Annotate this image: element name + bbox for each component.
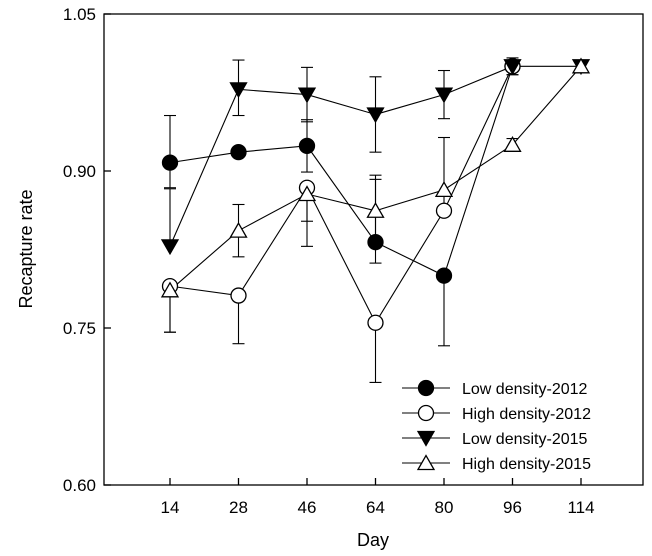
data-point [366,107,385,124]
data-point [230,287,247,304]
data-point [298,137,316,155]
data-point [229,82,248,99]
legend-label: High density-2015 [462,456,591,473]
x-tick-label: 46 [298,498,317,517]
plot-frame [103,13,644,486]
y-tick-label: 0.90 [63,162,96,181]
data-point [366,201,385,218]
y-axis-title: Recapture rate [16,189,36,308]
x-tick-label: 114 [567,498,594,517]
legend-label: High density-2012 [462,406,591,423]
x-tick-label: 64 [366,498,385,517]
data-point [503,59,522,76]
data-point [435,202,453,219]
data-point [503,136,522,152]
legend-label: Low density-2015 [462,431,588,448]
y-tick-label: 1.05 [63,5,96,24]
data-point [297,185,317,202]
axis-ticks: 0.60 0.75 0.90 1.05 14 28 46 64 80 96 114 [63,5,595,517]
legend-marker [417,379,435,397]
data-point [367,234,384,251]
data-point [367,314,384,331]
y-tick-label: 0.60 [63,476,96,495]
data-point [160,239,180,256]
data-point [434,87,454,104]
data-point [229,221,248,238]
data-markers [160,57,591,331]
data-point [434,181,454,197]
legend-marker [416,454,436,471]
x-tick-label: 80 [435,498,454,517]
data-point [297,87,317,104]
series-line [169,66,514,277]
data-point [161,154,179,171]
legend-marker [416,430,436,447]
x-tick-label: 28 [229,498,248,517]
x-tick-label: 14 [161,498,180,517]
data-point [230,144,247,161]
legend: Low density-2012 High density-2012 Low den… [402,379,591,473]
legend-marker [417,404,435,422]
series-line [169,66,513,324]
x-axis-title: Day [357,530,389,550]
x-tick-label: 96 [503,498,522,517]
data-point [571,57,591,74]
legend-label: Low density-2012 [462,381,588,398]
data-point [160,281,180,298]
y-tick-label: 0.75 [63,319,96,338]
error-bars [164,57,519,383]
data-point [435,267,453,284]
